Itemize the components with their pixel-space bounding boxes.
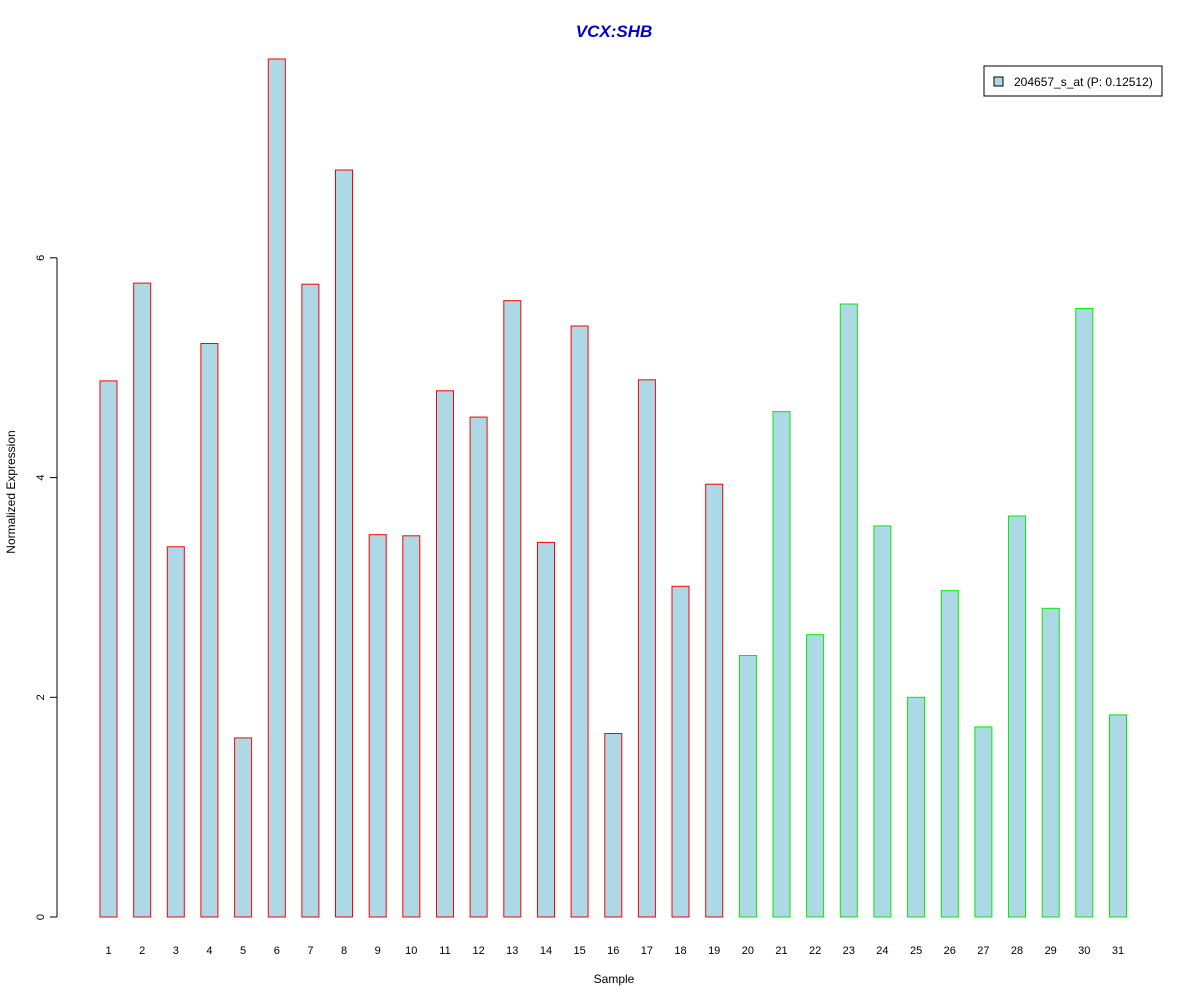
x-tick-label: 28 <box>1011 945 1023 957</box>
bar-sample-27 <box>974 726 993 918</box>
x-tick-label: 3 <box>173 945 179 957</box>
x-tick-label: 14 <box>540 945 552 957</box>
legend-box <box>983 65 1163 97</box>
x-tick-label: 23 <box>843 945 855 957</box>
x-tick-label: 22 <box>809 945 821 957</box>
bar-sample-16 <box>604 733 623 918</box>
x-tick-label: 24 <box>876 945 888 957</box>
bar-sample-7 <box>301 283 320 918</box>
bar-sample-28 <box>1008 515 1026 918</box>
bar-sample-26 <box>940 590 959 918</box>
x-tick-label: 7 <box>307 945 313 957</box>
x-tick-label: 11 <box>439 945 450 957</box>
bar-sample-24 <box>873 525 892 918</box>
bar-sample-30 <box>1075 307 1094 918</box>
x-tick-label: 19 <box>708 945 720 957</box>
bar-sample-9 <box>368 534 387 918</box>
x-tick-label: 18 <box>674 945 686 957</box>
y-axis: 0 2 4 6 <box>35 255 58 920</box>
legend-label: 204657_s_at (P: 0.12512) <box>1014 75 1153 89</box>
x-tick-label: 9 <box>375 945 381 957</box>
bar-sample-25 <box>907 696 926 918</box>
x-tick-label: 2 <box>139 945 145 957</box>
bar-sample-6 <box>267 58 286 918</box>
bar-sample-2 <box>133 282 152 918</box>
y-tick-label: 0 <box>35 914 47 920</box>
bar-sample-22 <box>806 634 825 918</box>
legend-swatch <box>993 76 1004 87</box>
x-tick-label: 6 <box>274 945 280 957</box>
x-tick-label: 5 <box>240 945 246 957</box>
x-tick-label: 4 <box>206 945 212 957</box>
x-tick-label: 15 <box>573 945 585 957</box>
x-tick-label: 12 <box>472 945 484 957</box>
bar-sample-5 <box>234 737 253 918</box>
x-tick-label: 26 <box>944 945 956 957</box>
chart-title: VCX:SHB <box>576 22 653 41</box>
y-tick-label: 4 <box>35 475 47 481</box>
x-tick-label: 10 <box>405 945 417 957</box>
bars <box>99 58 1127 918</box>
x-tick-label: 29 <box>1045 945 1057 957</box>
bar-sample-15 <box>570 325 589 918</box>
x-tick-label: 25 <box>910 945 922 957</box>
y-axis-label: Normalized Expression <box>4 430 18 553</box>
bar-sample-23 <box>839 303 858 918</box>
x-tick-label: 17 <box>641 945 653 957</box>
bar-sample-10 <box>402 535 421 918</box>
bar-sample-8 <box>335 169 353 918</box>
y-tick-label: 2 <box>35 694 47 700</box>
bar-sample-3 <box>166 546 185 918</box>
x-axis-label: Sample <box>594 972 635 986</box>
y-tick-label: 6 <box>35 255 47 261</box>
x-tick-label: 13 <box>506 945 518 957</box>
bar-sample-31 <box>1109 714 1127 918</box>
x-tick-label: 16 <box>607 945 619 957</box>
x-tick-label: 27 <box>977 945 989 957</box>
bar-sample-18 <box>671 585 690 918</box>
bar-sample-4 <box>200 343 219 918</box>
x-tick-labels: 1 2 3 4 5 6 7 8 9 10 11 12 13 14 15 16 17 18 19 20 21 22 23 24 2… <box>105 945 1124 957</box>
bar-sample-19 <box>705 483 724 918</box>
bar-sample-21 <box>772 411 791 918</box>
bar-sample-17 <box>637 379 656 918</box>
x-tick-label: 30 <box>1078 945 1090 957</box>
bar-sample-14 <box>537 541 555 918</box>
legend: 204657_s_at (P: 0.12512) <box>983 65 1163 97</box>
bar-sample-29 <box>1041 607 1060 918</box>
bar-sample-1 <box>99 380 118 918</box>
x-tick-label: 20 <box>742 945 754 957</box>
x-tick-label: 31 <box>1112 945 1124 957</box>
bar-sample-11 <box>436 390 454 918</box>
bar-sample-20 <box>738 655 757 918</box>
x-tick-label: 21 <box>775 945 787 957</box>
x-tick-label: 1 <box>105 945 111 957</box>
bar-sample-12 <box>469 416 488 918</box>
bar-sample-13 <box>503 300 522 918</box>
x-tick-label: 8 <box>341 945 347 957</box>
